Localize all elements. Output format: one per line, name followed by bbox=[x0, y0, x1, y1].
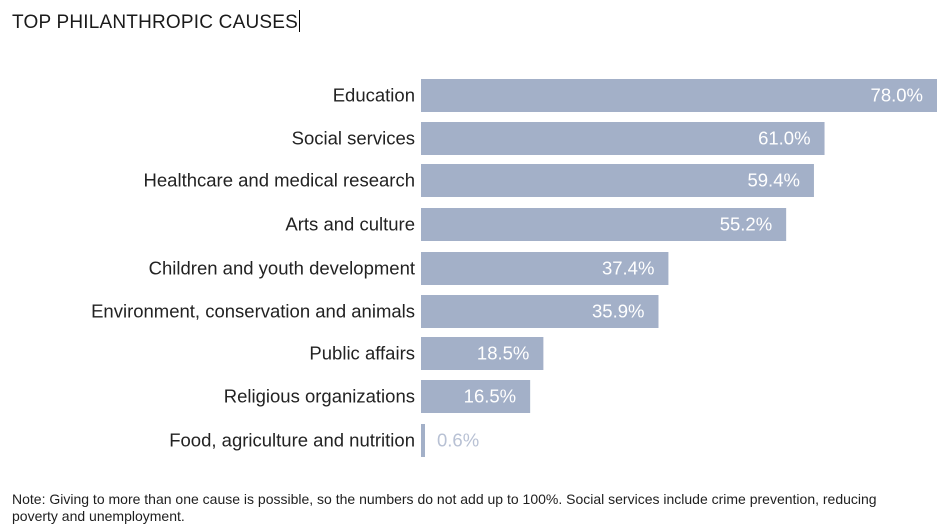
bar bbox=[421, 380, 531, 413]
category-label: Healthcare and medical research bbox=[144, 170, 415, 191]
category-label: Children and youth development bbox=[149, 258, 415, 279]
bar bbox=[421, 164, 814, 197]
bar bbox=[421, 208, 787, 241]
bar bbox=[421, 424, 425, 457]
value-label: 18.5% bbox=[477, 343, 529, 364]
value-label: 78.0% bbox=[871, 85, 923, 106]
value-label: 61.0% bbox=[758, 128, 810, 149]
value-label: 55.2% bbox=[720, 214, 772, 235]
category-label: Social services bbox=[292, 128, 415, 149]
bar bbox=[421, 252, 669, 285]
category-label: Arts and culture bbox=[285, 214, 415, 235]
value-label: 59.4% bbox=[747, 170, 799, 191]
value-label: 37.4% bbox=[602, 258, 654, 279]
text-cursor bbox=[299, 10, 300, 32]
category-label: Environment, conservation and animals bbox=[91, 301, 415, 322]
category-label: Education bbox=[333, 85, 415, 106]
chart-note: Note: Giving to more than one cause is p… bbox=[12, 491, 877, 524]
chart-title: TOP PHILANTHROPIC CAUSES bbox=[12, 10, 300, 33]
value-label: 0.6% bbox=[437, 430, 479, 451]
category-label: Religious organizations bbox=[224, 386, 415, 407]
category-label: Public affairs bbox=[309, 343, 415, 364]
bar bbox=[421, 295, 659, 328]
value-label: 35.9% bbox=[592, 301, 644, 322]
bar-chart: Education 78.0% Social services 61.0% Health… bbox=[91, 79, 937, 457]
category-label: Food, agriculture and nutrition bbox=[169, 430, 415, 451]
bar bbox=[421, 337, 544, 370]
value-label: 16.5% bbox=[464, 386, 516, 407]
bar bbox=[421, 79, 937, 112]
bar bbox=[421, 122, 825, 155]
